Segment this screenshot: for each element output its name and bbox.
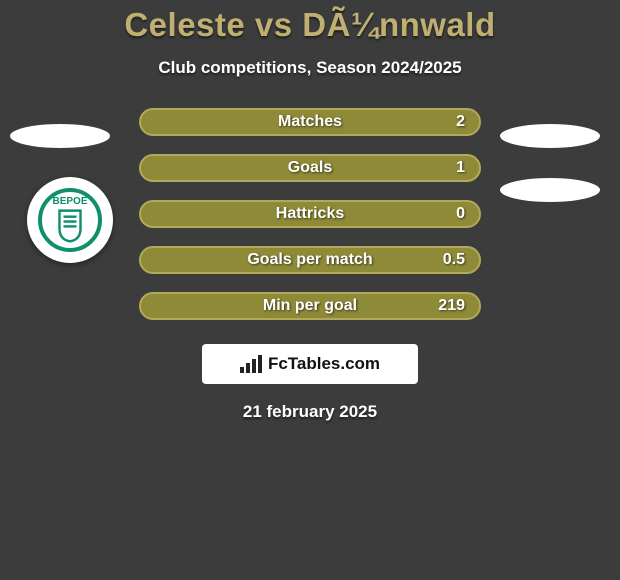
footer-date: 21 february 2025: [0, 402, 620, 422]
club-crest: BEPOE: [27, 177, 113, 263]
page-title: Celeste vs DÃ¼nnwald: [0, 0, 620, 44]
stat-label: Goals per match: [247, 251, 372, 269]
stat-value: 0.5: [443, 251, 465, 269]
stat-label: Goals: [288, 159, 332, 177]
decor-ellipse: [500, 124, 600, 148]
page-subtitle: Club competitions, Season 2024/2025: [0, 58, 620, 78]
comparison-card: Celeste vs DÃ¼nnwald Club competitions, …: [0, 0, 620, 580]
decor-ellipse: [10, 124, 110, 148]
stat-row-goals: Goals 1: [139, 154, 481, 182]
stat-label: Matches: [278, 113, 342, 131]
crest-text: BEPOE: [52, 197, 87, 207]
decor-ellipse: [500, 178, 600, 202]
stat-value: 2: [456, 113, 465, 131]
stat-value: 1: [456, 159, 465, 177]
stat-value: 0: [456, 205, 465, 223]
stat-row-matches: Matches 2: [139, 108, 481, 136]
stat-row-hattricks: Hattricks 0: [139, 200, 481, 228]
shield-icon: [53, 209, 87, 243]
stat-row-min-per-goal: Min per goal 219: [139, 292, 481, 320]
attribution-text: FcTables.com: [268, 354, 380, 374]
stat-label: Min per goal: [263, 297, 357, 315]
stat-row-goals-per-match: Goals per match 0.5: [139, 246, 481, 274]
attribution-badge: FcTables.com: [202, 344, 418, 384]
stat-value: 219: [438, 297, 465, 315]
bar-chart-icon: [240, 355, 262, 373]
stat-label: Hattricks: [276, 205, 344, 223]
